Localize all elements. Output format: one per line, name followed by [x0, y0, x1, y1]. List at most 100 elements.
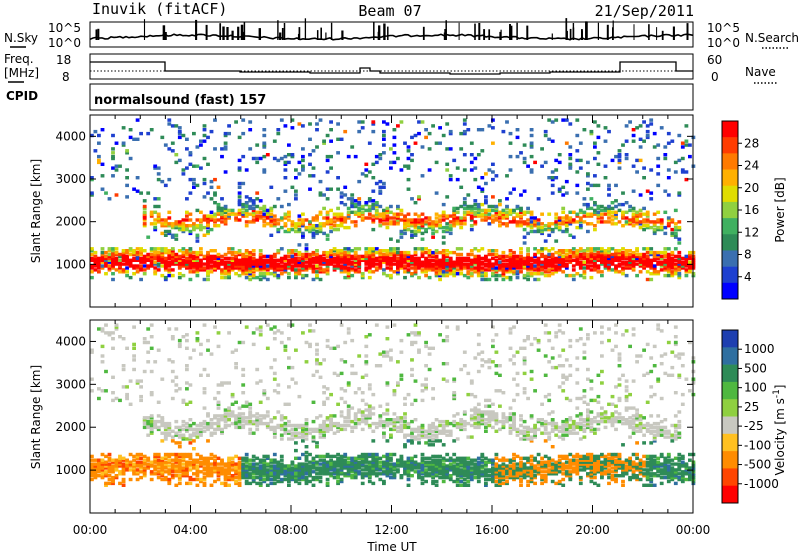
scatter-cell	[466, 276, 470, 279]
scatter-cell	[663, 247, 667, 250]
scatter-cell	[326, 259, 330, 262]
scatter-cell	[428, 276, 432, 279]
scatter-cell	[220, 482, 224, 485]
scatter-cell	[129, 379, 133, 382]
scatter-cell	[677, 238, 681, 241]
scatter-cell	[649, 168, 653, 171]
freq-label: Freq.	[4, 52, 34, 66]
scatter-cell	[340, 478, 344, 481]
scatter-cell	[322, 251, 326, 254]
scatter-cell	[326, 216, 330, 219]
scatter-cell	[294, 381, 298, 384]
scatter-cell	[382, 272, 386, 275]
scatter-cell	[220, 276, 224, 279]
scatter-cell	[245, 416, 249, 419]
scatter-cell	[677, 272, 681, 275]
scatter-cell	[389, 476, 393, 479]
scatter-cell	[586, 247, 590, 250]
scatter-cell	[104, 331, 108, 334]
scatter-cell	[182, 168, 186, 171]
scatter-cell	[115, 397, 119, 400]
scatter-cell	[259, 482, 263, 485]
scatter-cell	[174, 238, 178, 241]
scatter-cell	[252, 257, 256, 260]
scatter-cell	[227, 124, 231, 127]
scatter-cell	[189, 247, 193, 250]
scatter-cell	[400, 339, 404, 342]
scatter-cell	[389, 457, 393, 460]
scatter-cell	[111, 391, 115, 394]
scatter-cell	[456, 216, 460, 219]
scatter-cell	[291, 428, 295, 431]
scatter-cell	[491, 163, 495, 166]
scatter-cell	[196, 184, 200, 187]
scatter-cell	[227, 406, 231, 409]
scatter-cell	[568, 274, 572, 277]
scatter-cell	[378, 472, 382, 475]
scatter-cell	[255, 157, 259, 160]
scatter-cell	[350, 193, 354, 196]
scatter-cell	[663, 153, 667, 156]
scatter-cell	[628, 205, 632, 208]
scatter-cell	[551, 228, 555, 231]
scatter-cell	[220, 147, 224, 150]
scatter-cell	[196, 331, 200, 334]
scatter-cell	[291, 220, 295, 223]
scatter-cell	[350, 145, 354, 148]
scatter-cell	[255, 276, 259, 279]
scatter-cell	[192, 459, 196, 462]
scatter-cell	[213, 255, 217, 258]
scatter-cell	[234, 426, 238, 429]
scatter-cell	[347, 266, 351, 269]
scatter-cell	[157, 420, 161, 423]
scatter-cell	[101, 163, 105, 166]
scatter-cell	[294, 428, 298, 431]
scatter-cell	[294, 432, 298, 435]
scatter-cell	[217, 401, 221, 404]
scatter-cell	[157, 213, 161, 216]
scatter-cell	[164, 230, 168, 233]
scatter-cell	[621, 261, 625, 264]
scatter-cell	[382, 354, 386, 357]
scatter-cell	[656, 157, 660, 160]
scatter-cell	[586, 203, 590, 206]
scatter-cell	[326, 424, 330, 427]
scatter-cell	[544, 134, 548, 137]
scatter-cell	[688, 155, 692, 158]
scatter-cell	[153, 205, 157, 208]
scatter-cell	[378, 218, 382, 221]
scatter-cell	[568, 255, 572, 258]
scatter-cell	[364, 403, 368, 406]
scatter-cell	[178, 482, 182, 485]
scatter-cell	[182, 466, 186, 469]
scatter-cell	[516, 136, 520, 139]
scatter-cell	[185, 453, 189, 456]
scatter-cell	[262, 205, 266, 208]
scatter-cell	[153, 247, 157, 250]
scatter-cell	[670, 218, 674, 221]
scatter-cell	[262, 478, 266, 481]
scatter-cell	[210, 197, 214, 200]
scatter-cell	[466, 128, 470, 131]
scatter-cell	[160, 136, 164, 139]
scatter-cell	[364, 163, 368, 166]
scatter-cell	[656, 261, 660, 264]
scatter-cell	[269, 207, 273, 210]
scatter-cell	[424, 128, 428, 131]
noise-right-label: N.Search	[745, 31, 799, 45]
scatter-cell	[241, 457, 245, 460]
scatter-cell	[203, 457, 207, 460]
scatter-cell	[287, 385, 291, 388]
scatter-cell	[210, 214, 214, 217]
scatter-cell	[171, 268, 175, 271]
scatter-cell	[153, 472, 157, 475]
scatter-cell	[171, 370, 175, 373]
scatter-cell	[537, 257, 541, 260]
scatter-cell	[248, 147, 252, 150]
scatter-cell	[681, 168, 685, 171]
scatter-cell	[670, 232, 674, 235]
scatter-cell	[445, 168, 449, 171]
scatter-cell	[248, 220, 252, 223]
scatter-cell	[273, 337, 277, 340]
scatter-cell	[284, 124, 288, 127]
